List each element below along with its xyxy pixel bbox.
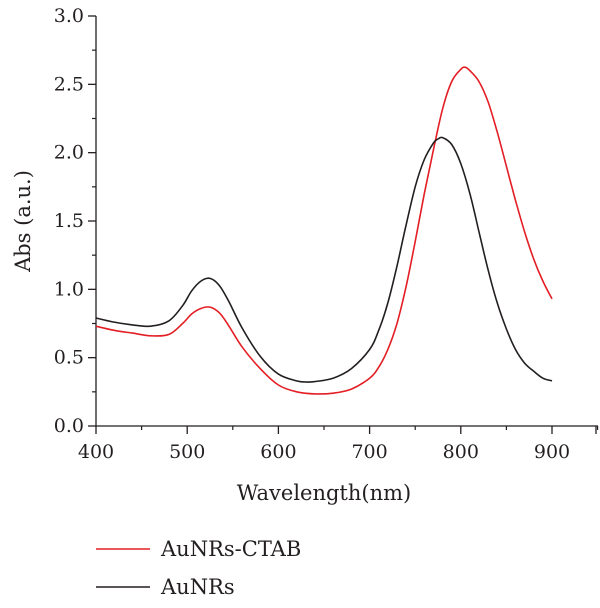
y-tick-label: 0.5	[54, 347, 84, 369]
legend-label-aunrs-ctab: AuNRs-CTAB	[160, 537, 301, 561]
x-tick-label: 900	[534, 441, 570, 463]
y-tick-label: 0.0	[54, 415, 84, 437]
series-line-aunrs	[95, 136, 553, 383]
y-tick-label: 2.5	[54, 73, 84, 95]
x-tick-label: 400	[78, 441, 114, 463]
x-tick-label: 800	[443, 441, 479, 463]
x-tick-label: 700	[351, 441, 387, 463]
series-line-aunrs-ctab	[95, 66, 553, 395]
y-tick-label: 2.0	[54, 142, 84, 164]
legend: AuNRs-CTAB AuNRs	[96, 537, 301, 599]
axes: 0.0 0.5 1.0 1.5 2.0 2.5 3.0 400 500 600 700 800 900 W…	[11, 5, 599, 505]
x-tick-label: 500	[169, 441, 205, 463]
x-axis-title: Wavelength(nm)	[237, 481, 411, 505]
x-tick-label: 600	[260, 441, 296, 463]
y-tick-label: 1.5	[54, 210, 84, 232]
series-layer	[95, 66, 553, 395]
y-axis-title: Abs (a.u.)	[11, 170, 35, 273]
y-tick-label: 3.0	[54, 5, 84, 27]
legend-label-aunrs: AuNRs	[160, 575, 235, 599]
y-tick-label: 1.0	[54, 278, 84, 300]
